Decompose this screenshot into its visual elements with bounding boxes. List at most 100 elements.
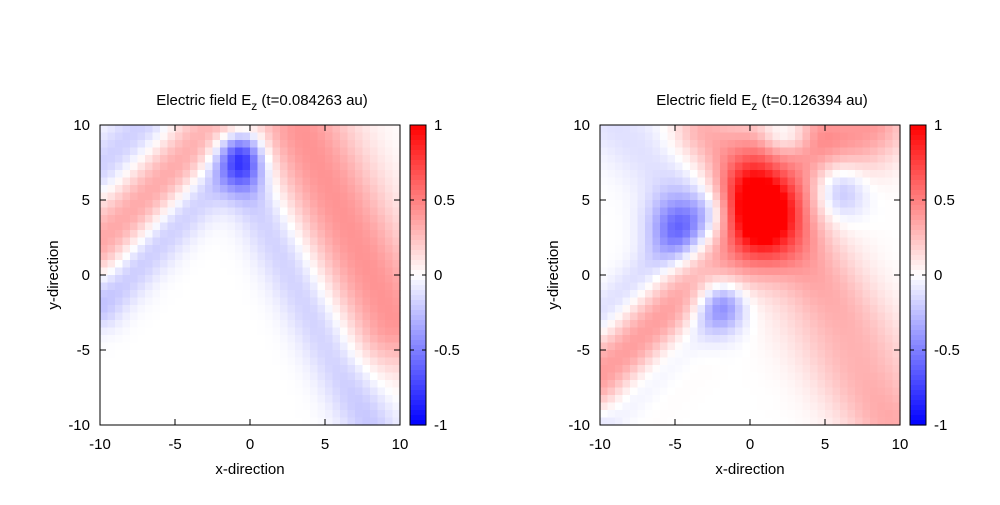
heatmap-cell [735,365,744,374]
heatmap-cell [115,357,124,366]
heatmap-cell [667,162,676,171]
heatmap-cell [742,305,751,314]
heatmap-cell [712,357,721,366]
heatmap-cell [115,200,124,209]
heatmap-cell [660,297,669,306]
heatmap-cell [840,417,849,426]
heatmap-cell [160,177,169,186]
heatmap-cell [645,305,654,314]
heatmap-cell [370,177,379,186]
heatmap-cell [197,252,206,261]
heatmap-cell [780,170,789,179]
heatmap-cell [660,192,669,201]
heatmap-cell [727,342,736,351]
heatmap-cell [242,387,251,396]
heatmap-cell [660,207,669,216]
heatmap-cell [272,282,281,291]
heatmap-cell [220,185,229,194]
heatmap-cell [325,222,334,231]
heatmap-cell [167,305,176,314]
heatmap-cell [377,417,386,426]
heatmap-cell [667,260,676,269]
heatmap-cell [870,350,879,359]
heatmap-cell [787,282,796,291]
heatmap-cell [242,185,251,194]
heatmap-cell [347,320,356,329]
heatmap-cell [885,245,894,254]
colorbar-segment [910,135,926,141]
heatmap-cell [212,342,221,351]
heatmap-cell [280,387,289,396]
heatmap-cell [600,260,609,269]
heatmap-cell [362,252,371,261]
heatmap-cell [787,417,796,426]
heatmap-cell [750,290,759,299]
heatmap-cell [600,162,609,171]
heatmap-cell [862,147,871,156]
heatmap-cell [705,387,714,396]
heatmap-cell [780,185,789,194]
heatmap-cell [622,125,631,134]
heatmap-cell [885,327,894,336]
heatmap-cell [840,230,849,239]
heatmap-cell [832,335,841,344]
colorbar-segment [410,345,426,351]
heatmap-cell [652,132,661,141]
heatmap-cell [242,350,251,359]
heatmap-cells [600,125,901,426]
heatmap-cell [787,350,796,359]
heatmap-cell [877,252,886,261]
heatmap-cell [682,282,691,291]
heatmap-cell [385,275,394,284]
heatmap-cell [660,200,669,209]
heatmap-cell [295,320,304,329]
heatmap-cell [175,410,184,419]
heatmap-cell [182,402,191,411]
colorbar-tick-label: 1 [934,117,942,134]
heatmap-cell [332,237,341,246]
heatmap-cell [347,387,356,396]
heatmap-cell [115,222,124,231]
heatmap-cell [257,177,266,186]
heatmap-cell [630,215,639,224]
colorbar-segment [410,195,426,201]
heatmap-cell [622,327,631,336]
heatmap-cell [622,372,631,381]
heatmap-cell [115,125,124,134]
heatmap-cell [892,335,901,344]
colorbar-segment [410,240,426,246]
heatmap-cell [742,365,751,374]
heatmap-cell [340,155,349,164]
heatmap-cell [840,327,849,336]
heatmap-cell [862,260,871,269]
heatmap-cell [765,132,774,141]
heatmap-cell [122,275,131,284]
heatmap-cell [840,222,849,231]
heatmap-cell [377,312,386,321]
heatmap-cell [727,417,736,426]
heatmap-cell [362,410,371,419]
heatmap-cell [205,282,214,291]
heatmap-cell [855,327,864,336]
heatmap-cell [385,147,394,156]
heatmap-cell [667,155,676,164]
heatmap-cell [727,305,736,314]
heatmap-cell [325,357,334,366]
heatmap-cell [377,252,386,261]
heatmap-cell [607,140,616,149]
heatmap-cell [347,140,356,149]
heatmap-cell [182,200,191,209]
heatmap-cell [705,290,714,299]
heatmap-cell [810,252,819,261]
heatmap-cell [212,177,221,186]
heatmap-cell [355,162,364,171]
heatmap-cell [205,177,214,186]
heatmap-cell [645,237,654,246]
heatmap-cell [825,395,834,404]
heatmap-cell [362,215,371,224]
heatmap-cell [100,215,109,224]
heatmap-cell [220,350,229,359]
heatmap-cell [795,275,804,284]
heatmap-cell [287,305,296,314]
heatmap-cell [107,387,116,396]
